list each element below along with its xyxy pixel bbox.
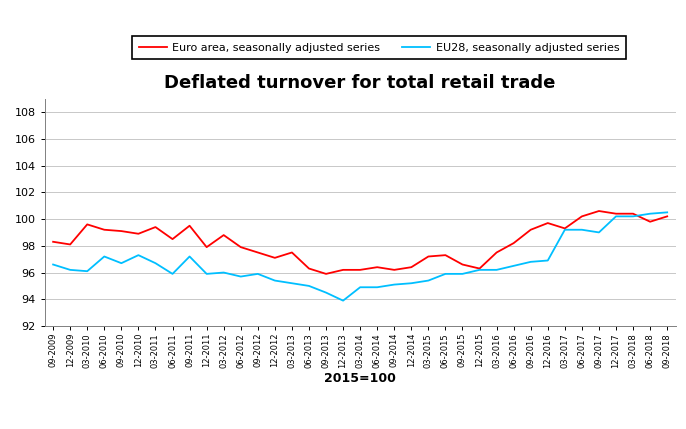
Euro area, seasonally adjusted series xyxy=(117,229,126,234)
EU28, seasonally adjusted series xyxy=(560,227,569,233)
Euro area, seasonally adjusted series xyxy=(544,221,552,226)
Line: Euro area, seasonally adjusted series: Euro area, seasonally adjusted series xyxy=(53,211,667,274)
Euro area, seasonally adjusted series xyxy=(407,265,416,270)
Euro area, seasonally adjusted series xyxy=(424,254,432,259)
EU28, seasonally adjusted series xyxy=(152,260,160,266)
Euro area, seasonally adjusted series xyxy=(373,265,381,270)
EU28, seasonally adjusted series xyxy=(83,269,91,274)
EU28, seasonally adjusted series xyxy=(202,271,211,276)
Euro area, seasonally adjusted series xyxy=(254,250,262,255)
EU28, seasonally adjusted series xyxy=(254,271,262,276)
Euro area, seasonally adjusted series xyxy=(49,239,57,245)
EU28, seasonally adjusted series xyxy=(424,278,432,283)
Euro area, seasonally adjusted series xyxy=(510,241,518,246)
EU28, seasonally adjusted series xyxy=(288,281,296,286)
Euro area, seasonally adjusted series xyxy=(356,267,364,272)
Euro area, seasonally adjusted series xyxy=(612,211,620,216)
EU28, seasonally adjusted series xyxy=(271,278,279,283)
EU28, seasonally adjusted series xyxy=(646,211,654,216)
Euro area, seasonally adjusted series xyxy=(441,253,449,258)
Euro area, seasonally adjusted series xyxy=(185,223,193,228)
EU28, seasonally adjusted series xyxy=(220,270,228,275)
EU28, seasonally adjusted series xyxy=(49,262,57,267)
EU28, seasonally adjusted series xyxy=(322,290,330,295)
Euro area, seasonally adjusted series xyxy=(629,211,637,216)
EU28, seasonally adjusted series xyxy=(407,281,416,286)
EU28, seasonally adjusted series xyxy=(373,285,381,290)
EU28, seasonally adjusted series xyxy=(237,274,245,279)
EU28, seasonally adjusted series xyxy=(595,230,603,235)
Euro area, seasonally adjusted series xyxy=(288,250,296,255)
Euro area, seasonally adjusted series xyxy=(271,255,279,260)
Euro area, seasonally adjusted series xyxy=(168,236,176,242)
Legend: Euro area, seasonally adjusted series, EU28, seasonally adjusted series: Euro area, seasonally adjusted series, E… xyxy=(132,36,626,59)
Euro area, seasonally adjusted series xyxy=(100,227,108,233)
Euro area, seasonally adjusted series xyxy=(66,242,74,247)
Euro area, seasonally adjusted series xyxy=(134,231,143,236)
EU28, seasonally adjusted series xyxy=(493,267,501,272)
Euro area, seasonally adjusted series xyxy=(390,267,399,272)
EU28, seasonally adjusted series xyxy=(510,263,518,269)
Title: Deflated turnover for total retail trade: Deflated turnover for total retail trade xyxy=(165,73,556,91)
Euro area, seasonally adjusted series xyxy=(152,224,160,230)
Euro area, seasonally adjusted series xyxy=(646,219,654,224)
Euro area, seasonally adjusted series xyxy=(663,214,672,219)
Euro area, seasonally adjusted series xyxy=(305,266,313,271)
Euro area, seasonally adjusted series xyxy=(83,222,91,227)
EU28, seasonally adjusted series xyxy=(458,271,466,276)
EU28, seasonally adjusted series xyxy=(612,214,620,219)
Euro area, seasonally adjusted series xyxy=(202,245,211,250)
EU28, seasonally adjusted series xyxy=(629,214,637,219)
EU28, seasonally adjusted series xyxy=(305,283,313,288)
Euro area, seasonally adjusted series xyxy=(237,245,245,250)
Euro area, seasonally adjusted series xyxy=(220,233,228,238)
X-axis label: 2015=100: 2015=100 xyxy=(324,372,396,385)
EU28, seasonally adjusted series xyxy=(475,267,484,272)
EU28, seasonally adjusted series xyxy=(441,271,449,276)
EU28, seasonally adjusted series xyxy=(134,253,143,258)
Euro area, seasonally adjusted series xyxy=(493,250,501,255)
EU28, seasonally adjusted series xyxy=(339,298,347,303)
EU28, seasonally adjusted series xyxy=(356,285,364,290)
EU28, seasonally adjusted series xyxy=(578,227,586,233)
EU28, seasonally adjusted series xyxy=(185,254,193,259)
EU28, seasonally adjusted series xyxy=(100,254,108,259)
EU28, seasonally adjusted series xyxy=(527,259,535,264)
EU28, seasonally adjusted series xyxy=(663,210,672,215)
Euro area, seasonally adjusted series xyxy=(475,266,484,271)
EU28, seasonally adjusted series xyxy=(544,258,552,263)
Euro area, seasonally adjusted series xyxy=(560,226,569,231)
Euro area, seasonally adjusted series xyxy=(578,214,586,219)
Euro area, seasonally adjusted series xyxy=(527,227,535,233)
EU28, seasonally adjusted series xyxy=(390,282,399,287)
EU28, seasonally adjusted series xyxy=(168,271,176,276)
Euro area, seasonally adjusted series xyxy=(458,262,466,267)
EU28, seasonally adjusted series xyxy=(117,260,126,266)
Line: EU28, seasonally adjusted series: EU28, seasonally adjusted series xyxy=(53,212,667,301)
Euro area, seasonally adjusted series xyxy=(339,267,347,272)
Euro area, seasonally adjusted series xyxy=(595,208,603,214)
EU28, seasonally adjusted series xyxy=(66,267,74,272)
Euro area, seasonally adjusted series xyxy=(322,271,330,276)
